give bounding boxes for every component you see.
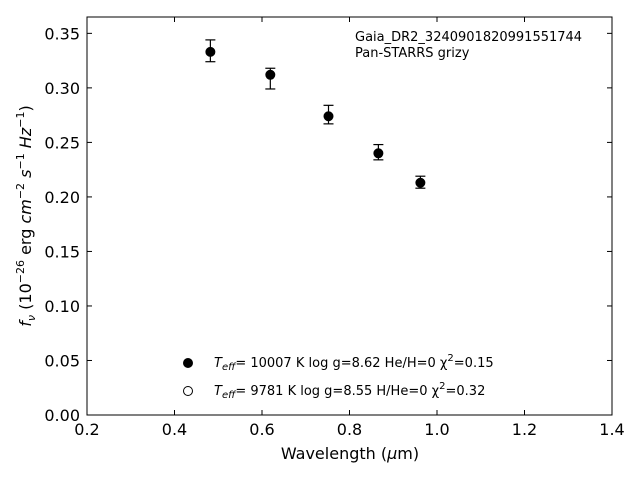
legend-marker-open [183,386,193,396]
y-axis-label: fν (10−26 erg cm−2 s−1 Hz−1) [14,105,38,326]
data-point [415,177,426,188]
y-tick-label: 0.10 [44,297,80,316]
x-tick-label: 0.2 [74,420,99,439]
annotation-survey: Pan-STARRS grizy [355,46,470,61]
data-point [323,111,334,122]
data-point [373,148,384,159]
y-tick-label: 0.05 [44,351,80,370]
legend-marker-filled [183,358,193,368]
x-tick-label: 0.8 [337,420,362,439]
y-tick-label: 0.30 [44,79,80,98]
y-tick-label: 0.35 [44,24,80,43]
x-tick-label: 1.4 [599,420,624,439]
x-tick-label: 1.2 [512,420,537,439]
y-tick-label: 0.15 [44,242,80,261]
x-tick-label: 0.4 [162,420,187,439]
x-tick-label: 0.6 [249,420,274,439]
y-tick-label: 0.25 [44,133,80,152]
legend-entry-1: Teff= 10007 K log g=8.62 He/H=0 χ2=0.15 [214,353,494,373]
plot-frame [86,16,613,416]
y-tick-label: 0.00 [44,406,80,425]
x-tick-label: 1.0 [424,420,449,439]
legend-entry-2: Teff= 9781 K log g=8.55 H/He=0 χ2=0.32 [214,381,485,401]
data-points [205,39,426,189]
annotation-object-id: Gaia_DR2_3240901820991551744 [355,30,582,45]
axis-ticks: 0.2 0.4 0.6 0.8 1.0 1.2 1.4 0.00 0.05 0.10 0.15 0.2… [44,17,625,439]
legend: Teff= 10007 K log g=8.62 He/H=0 χ2=0.15 … [183,353,494,401]
y-tick-label: 0.20 [44,188,80,207]
data-point [205,46,216,57]
data-point [265,69,276,80]
x-axis-label: Wavelength (μm) [281,444,419,463]
